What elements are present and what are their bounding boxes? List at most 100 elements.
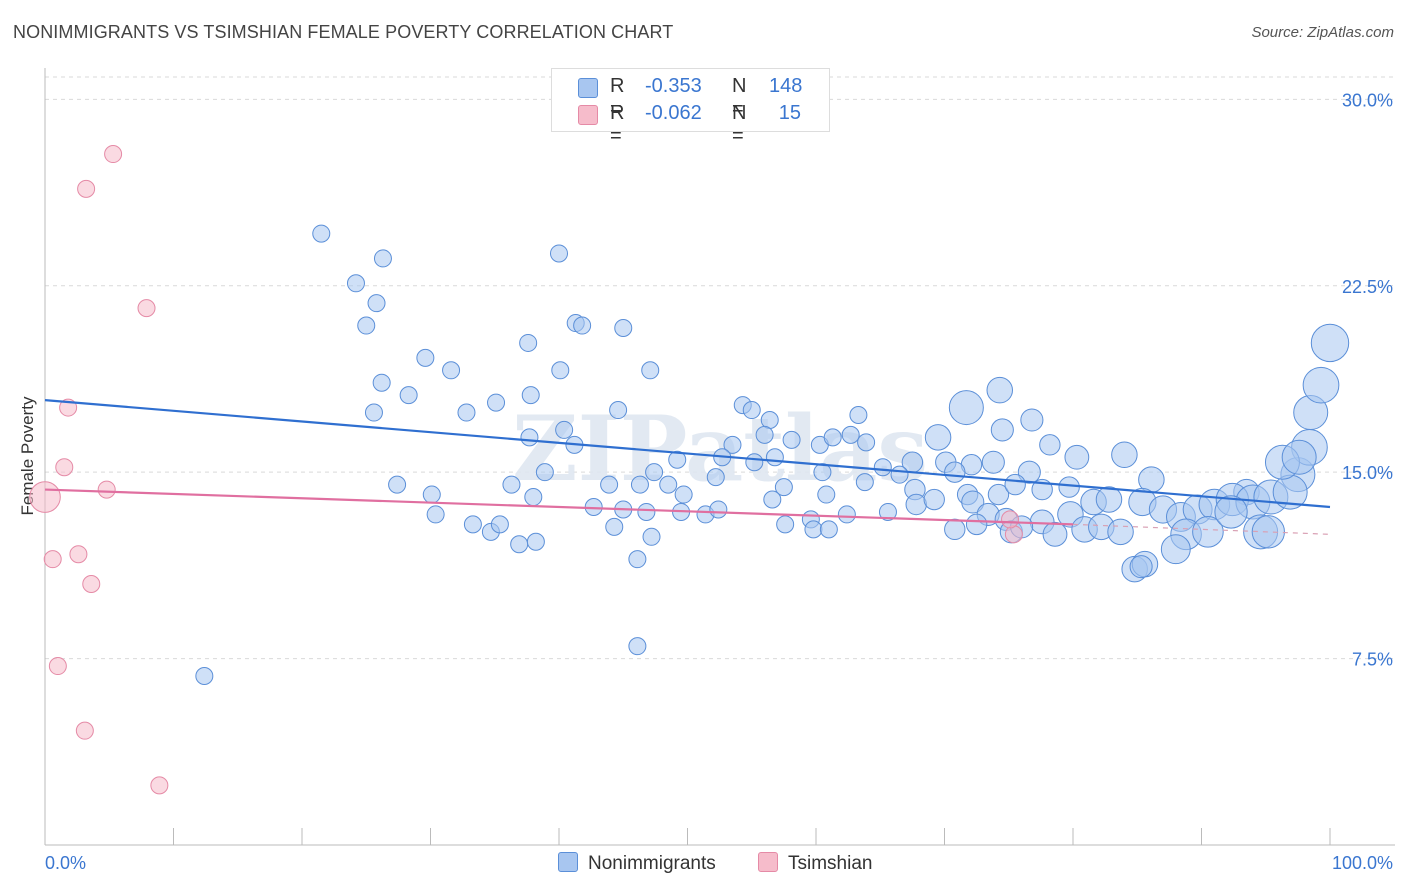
nonimmigrants-point [817,485,836,504]
nonimmigrants-point [990,418,1014,442]
tsimshian-trend-extension [1072,523,1331,535]
nonimmigrants-point [944,461,966,483]
x-tick-label: 100.0% [1332,853,1393,873]
nonimmigrants-point [642,527,661,546]
nonimmigrants-point [195,666,214,685]
r-value: -0.062 [645,102,702,124]
nonimmigrants-point [890,465,909,484]
nonimmigrants-point [776,515,795,534]
x-tick-label: 0.0% [45,853,86,873]
nonimmigrants-point [819,520,838,539]
tsimshian-point [150,776,169,795]
nonimmigrants-point [487,393,506,412]
r-value: -0.353 [645,75,702,97]
nonimmigrants-point [457,403,476,422]
nonimmigrants-point [526,532,545,551]
nonimmigrants-point [521,386,540,405]
n-value: 148 [769,75,803,97]
nonimmigrants-point [372,373,391,392]
nonimmigrants-point [1020,408,1044,432]
nonimmigrants-point [668,450,687,469]
nonimmigrants-swatch [578,78,598,98]
tsimshian-point [77,179,96,198]
correlation-legend: R = -0.353 N = 148 R = -0.062 N = 15 [551,68,830,147]
tsimshian-point [75,721,94,740]
tsimshian-points [29,145,1023,795]
nonimmigrants-point [961,490,985,514]
nonimmigrants-point [723,435,742,454]
nonimmigrants-point [628,550,647,569]
nonimmigrants-point [637,502,656,521]
nonimmigrants-legend-swatch [558,852,578,872]
nonimmigrants-point [849,406,868,425]
nonimmigrants-trend-line [44,399,1331,509]
nonimmigrants-point [520,428,539,447]
tsimshian-point [48,657,67,676]
tsimshian-trend-line [44,488,1074,526]
nonimmigrants-point [490,515,509,534]
tsimshian-point [29,481,61,513]
nonimmigrants-point [765,448,784,467]
bottom-legend-nonimmigrants: Nonimmigrants [558,852,716,875]
nonimmigrants-points [195,224,1350,685]
nonimmigrants-point [924,424,952,451]
nonimmigrants-point [1017,460,1041,484]
nonimmigrants-point [742,401,761,420]
nonimmigrants-point [857,433,876,452]
nonimmigrants-point [837,505,856,524]
nonimmigrants-point [605,517,624,536]
nonimmigrants-point [550,244,568,263]
bottom-legend-tsimshian: Tsimshian [758,852,872,875]
nonimmigrants-point [1039,434,1061,456]
tsimshian-legend-label: Tsimshian [788,853,873,874]
nonimmigrants-point [357,316,376,335]
nonimmigrants-point [965,513,988,536]
nonimmigrants-point [1042,521,1068,547]
nonimmigrants-point [502,475,521,494]
nonimmigrants-point [426,505,445,524]
nonimmigrants-point [804,520,823,539]
nonimmigrants-point [1251,515,1285,549]
nonimmigrants-point [1107,518,1134,546]
nonimmigrants-point [630,475,649,494]
r-label: R = [610,102,625,147]
nonimmigrants-point [1111,441,1138,469]
nonimmigrants-point [614,319,633,338]
nonimmigrants-point [422,485,441,504]
nonimmigrants-point [519,333,538,352]
n-label: N = [732,102,747,147]
nonimmigrants-point [399,386,418,405]
nonimmigrants-point [510,535,529,554]
nonimmigrants-legend-label: Nonimmigrants [588,853,716,874]
source-label: Source: ZipAtlas.com [1251,24,1394,41]
nonimmigrants-point [745,453,764,472]
r-label: R = [610,75,625,120]
nonimmigrants-point [1214,495,1248,529]
nonimmigrants-point [645,463,664,482]
nonimmigrants-point [1058,476,1080,498]
nonimmigrants-point [1160,534,1191,565]
nonimmigrants-point [1302,366,1340,404]
tsimshian-legend-swatch [758,852,778,872]
nonimmigrants-point [367,294,386,313]
nonimmigrants-point [823,428,842,447]
nonimmigrants-point [609,401,628,420]
nonimmigrants-point [782,430,801,449]
y-tick-label: 15.0% [1342,463,1393,483]
tsimshian-swatch [578,105,598,125]
nonimmigrants-point [841,425,860,444]
nonimmigrants-point [551,361,570,380]
y-tick-label: 30.0% [1342,90,1393,110]
gridlines [45,76,1395,660]
y-tick-label: 22.5% [1342,277,1393,297]
y-tick-label: 7.5% [1352,650,1393,670]
nonimmigrants-point [855,473,874,492]
nonimmigrants-point [674,485,693,504]
nonimmigrants-point [987,483,1010,506]
nonimmigrants-point [1310,323,1350,363]
nonimmigrants-point [659,475,678,494]
tick-labels: 7.5% 15.0% 22.5% 30.0% 0.0% 100.0% [45,90,1393,873]
nonimmigrants-point [878,502,897,521]
tsimshian-point [43,550,62,569]
